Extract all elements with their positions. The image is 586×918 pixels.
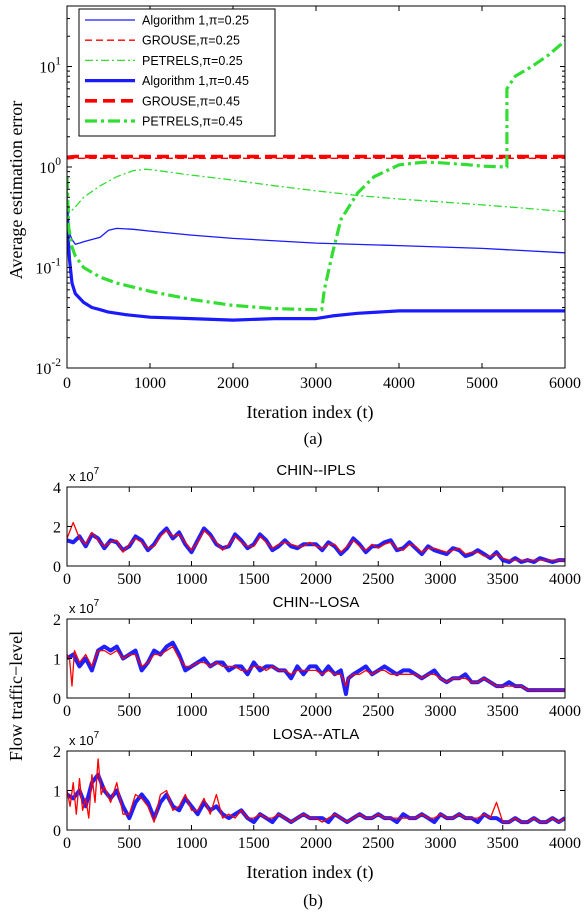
x-tick-label: 3000 (425, 835, 457, 852)
x-tick-label: 500 (117, 835, 141, 852)
y-tick-label: 1 (53, 784, 61, 801)
series-group (67, 521, 565, 564)
subplot-title: LOSA--ATLA (273, 726, 359, 743)
y-tick-label: 0 (53, 691, 61, 708)
series-group (67, 39, 565, 322)
y-tick-label: 10-1 (35, 257, 61, 278)
legend-label-3: PETRELS,π=0.25 (142, 54, 243, 68)
y-tick-label: 2 (53, 520, 61, 537)
x-tick-label: 4000 (549, 835, 581, 852)
series-group (67, 640, 565, 696)
y-tick-label: 10-2 (35, 357, 61, 378)
subplot-title: CHIN--IPLS (276, 462, 355, 479)
x-tick-label: 2000 (217, 375, 249, 392)
panel-b-ylabel: Flow traffic−level (6, 631, 26, 761)
legend-label-6: PETRELS,π=0.45 (142, 115, 243, 129)
panel-b-chin-ipls: 0 500 1000 1500 2000 2500 3000 3500 4000 0 2 4 CHIN-… (53, 462, 581, 588)
x-tick-label: 0 (63, 703, 71, 720)
x-tick-label: 5000 (466, 375, 498, 392)
legend-label-5: GROUSE,π=0.45 (142, 94, 240, 108)
legend-label-4: Algorithm 1,π=0.45 (142, 74, 249, 88)
plot-area (67, 619, 565, 698)
panel-b-caption: (b) (303, 891, 323, 910)
series-line-2 (67, 758, 565, 823)
x-tick-label: 1000 (176, 703, 208, 720)
panel-b-chin-losa: 0 500 1000 1500 2000 2500 3000 3500 4000 0 1 2 CHIN-… (53, 594, 581, 720)
panel-b-losa-atla: 0 500 1000 1500 2000 2500 3000 3500 4000 0 1 2 LOSA-… (53, 726, 581, 852)
x-tick-label: 4000 (383, 375, 415, 392)
y-tick-label: 2 (53, 612, 61, 629)
legend-label-1: Algorithm 1,π=0.25 (142, 14, 249, 28)
x-tick-label: 3500 (487, 571, 519, 588)
x-tick-label: 3500 (487, 703, 519, 720)
x-tick-label: 3500 (487, 835, 519, 852)
x-tick-label: 500 (117, 571, 141, 588)
x-tick-label: 2000 (300, 835, 332, 852)
panel-a-caption: (a) (304, 429, 323, 448)
subplot-title: CHIN--LOSA (273, 594, 360, 611)
x-tick-label: 4000 (549, 703, 581, 720)
panel-a-ylabel: Average estimation error (6, 101, 26, 280)
x-tick-label: 1000 (176, 571, 208, 588)
y-tick-label: 4 (53, 480, 61, 497)
plot-area (67, 487, 565, 566)
legend: Algorithm 1,π=0.25 GROUSE,π=0.25 PETRELS,π… (78, 8, 276, 137)
y-tick-label: 0 (53, 559, 61, 576)
x-tick-label: 2000 (300, 571, 332, 588)
x-tick-label: 1500 (238, 835, 270, 852)
x-tick-label: 2500 (362, 835, 394, 852)
series-line-6 (67, 39, 565, 312)
y-tick-label: 2 (53, 744, 61, 761)
legend-label-2: GROUSE,π=0.25 (142, 34, 240, 48)
series-line-2 (67, 645, 565, 691)
series-line-3 (67, 168, 565, 214)
x-tick-label: 0 (63, 375, 71, 392)
series-line-1 (67, 197, 565, 254)
series-line-5 (67, 154, 565, 160)
panel-a: 0 1000 2000 3000 4000 5000 6000 10-2 10-1 100 101 A… (35, 5, 581, 392)
y-tick-label: 0 (53, 823, 61, 840)
x-tick-label: 2500 (362, 703, 394, 720)
x-tick-label: 0 (63, 571, 71, 588)
series-group (67, 758, 565, 825)
x-tick-label: 0 (63, 835, 71, 852)
series-line-4 (67, 219, 565, 322)
x-tick-label: 3000 (425, 571, 457, 588)
x-tick-label: 3000 (425, 703, 457, 720)
series-line-2 (67, 521, 565, 561)
x-tick-label: 3000 (300, 375, 332, 392)
exponent-label: x 107 (69, 598, 100, 616)
y-tick-label: 101 (39, 56, 61, 77)
exponent-label: x 107 (69, 466, 100, 484)
x-tick-label: 1500 (238, 571, 270, 588)
exponent-label: x 107 (69, 730, 100, 748)
x-tick-label: 1500 (238, 703, 270, 720)
y-tick-label: 1 (53, 652, 61, 669)
panel-b-xlabel: Iteration index (t) (247, 862, 374, 883)
panel-a-xlabel: Iteration index (t) (247, 402, 374, 423)
x-tick-label: 6000 (549, 375, 581, 392)
x-tick-label: 500 (117, 703, 141, 720)
y-tick-label: 100 (39, 156, 61, 177)
legend-box (78, 8, 276, 137)
x-tick-label: 4000 (549, 571, 581, 588)
x-tick-label: 2500 (362, 571, 394, 588)
x-tick-label: 2000 (300, 703, 332, 720)
x-tick-label: 1000 (176, 835, 208, 852)
x-tick-label: 1000 (134, 375, 166, 392)
